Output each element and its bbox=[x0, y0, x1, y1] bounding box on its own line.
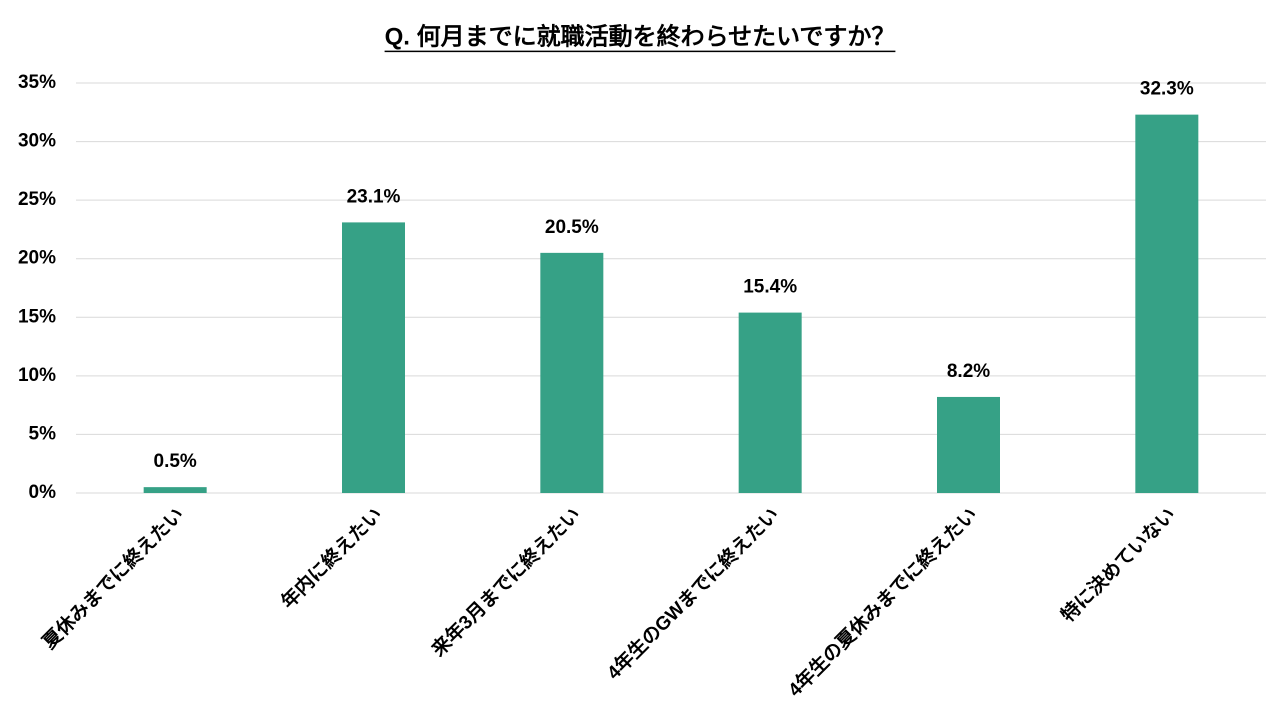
y-tick-label: 15% bbox=[18, 306, 56, 327]
y-tick-label: 25% bbox=[18, 189, 56, 210]
y-tick-label: 20% bbox=[18, 248, 56, 269]
x-tick-label: 特に決めていない bbox=[1057, 504, 1180, 627]
y-tick-label: 10% bbox=[18, 365, 56, 386]
data-label: 15.4% bbox=[743, 277, 797, 298]
bar bbox=[143, 487, 207, 493]
x-tick-label: 夏休みまでに終えたい bbox=[38, 503, 189, 654]
data-label: 8.2% bbox=[947, 361, 990, 382]
bar bbox=[1135, 114, 1199, 493]
x-tick-label: 来年3月までに終えたい bbox=[427, 503, 585, 661]
data-label: 20.5% bbox=[545, 217, 599, 238]
x-tick-label: 年内に終えたい bbox=[276, 503, 386, 613]
chart-title: Q. 何月までに就職活動を終わらせたいですか？ bbox=[385, 22, 896, 50]
bar bbox=[342, 222, 405, 493]
x-tick-label: 4年生の夏休みまでに終えたい bbox=[783, 503, 981, 701]
bar bbox=[738, 312, 802, 493]
data-label: 0.5% bbox=[154, 451, 197, 472]
bar bbox=[937, 396, 1000, 493]
data-label: 23.1% bbox=[347, 186, 401, 207]
data-label: 32.3% bbox=[1140, 79, 1194, 100]
x-tick-label: 4年生のGWまでに終えたい bbox=[602, 503, 783, 684]
y-tick-label: 0% bbox=[29, 482, 57, 503]
bar bbox=[540, 252, 604, 493]
y-tick-label: 35% bbox=[18, 72, 56, 93]
y-tick-label: 5% bbox=[29, 423, 57, 444]
y-tick-label: 30% bbox=[18, 131, 56, 152]
